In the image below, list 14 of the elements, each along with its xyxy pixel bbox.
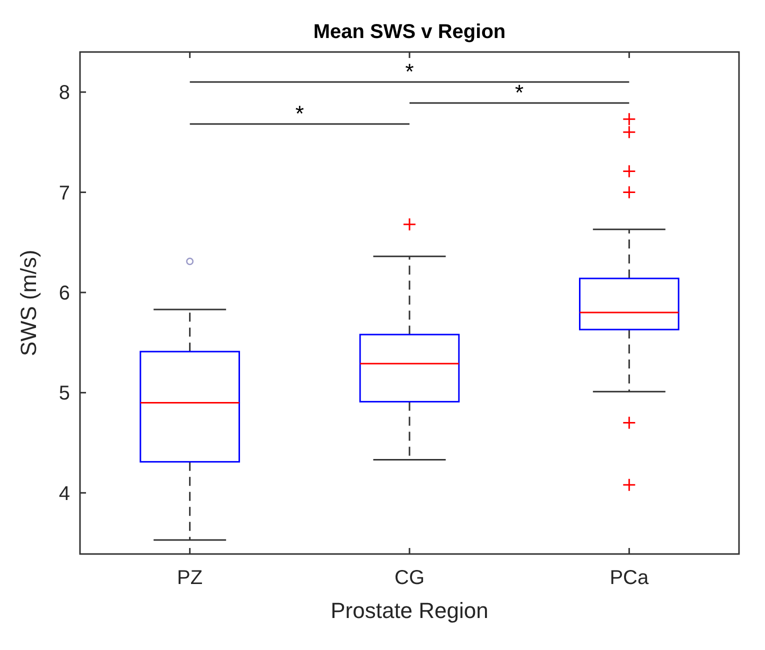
x-tick-label: PZ	[177, 567, 203, 589]
x-tick-label: PCa	[610, 567, 650, 589]
y-tick-label: 7	[58, 182, 70, 204]
x-axis-title: Prostate Region	[330, 598, 488, 623]
chart-title: Mean SWS v Region	[313, 21, 506, 43]
y-axis-title: SWS (m/s)	[16, 250, 41, 356]
annotation: *	[405, 59, 414, 84]
annotation: *	[515, 80, 524, 105]
y-tick-label: 4	[58, 482, 70, 505]
y-tick-label: 6	[58, 282, 70, 304]
y-tick-label: 5	[58, 382, 70, 405]
y-tick-label: 8	[58, 82, 70, 104]
x-tick-label: CG	[394, 567, 424, 589]
annotation: *	[295, 101, 304, 126]
